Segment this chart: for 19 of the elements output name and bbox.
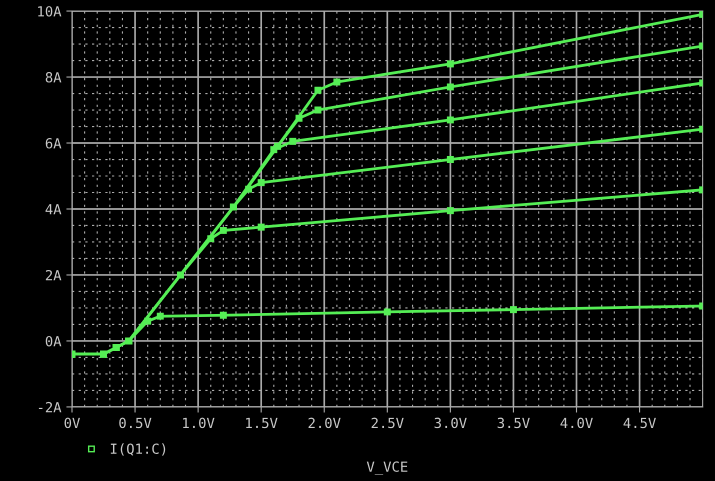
x-tick-label: 2.0V xyxy=(308,418,341,428)
y-tick-label: 8A xyxy=(46,72,62,83)
x-tick-label: 0V xyxy=(64,418,80,428)
x-tick-label: 0.5V xyxy=(119,418,152,428)
legend-label: I(Q1:C) xyxy=(110,443,166,456)
y-tick-label: 0A xyxy=(46,336,62,346)
y-tick-label: 2A xyxy=(46,270,62,280)
x-tick-label: 1.0V xyxy=(183,418,214,428)
x-tick-label: 2.5V xyxy=(372,418,404,428)
x-tick-label: 3.0V xyxy=(434,418,467,428)
x-tick-label: 4.0V xyxy=(560,418,593,428)
y-tick-label: 10A xyxy=(38,6,62,17)
x-axis-title: V_VCE xyxy=(366,461,408,475)
y-tick-label: 6A xyxy=(46,138,62,149)
y-tick-label: 4A xyxy=(46,204,62,214)
y-tick-label: -2A xyxy=(38,402,62,412)
x-tick-label: 3.5V xyxy=(498,418,530,428)
x-tick-label: 1.5V xyxy=(246,418,278,428)
x-tick-label: 4.5V xyxy=(624,418,656,428)
